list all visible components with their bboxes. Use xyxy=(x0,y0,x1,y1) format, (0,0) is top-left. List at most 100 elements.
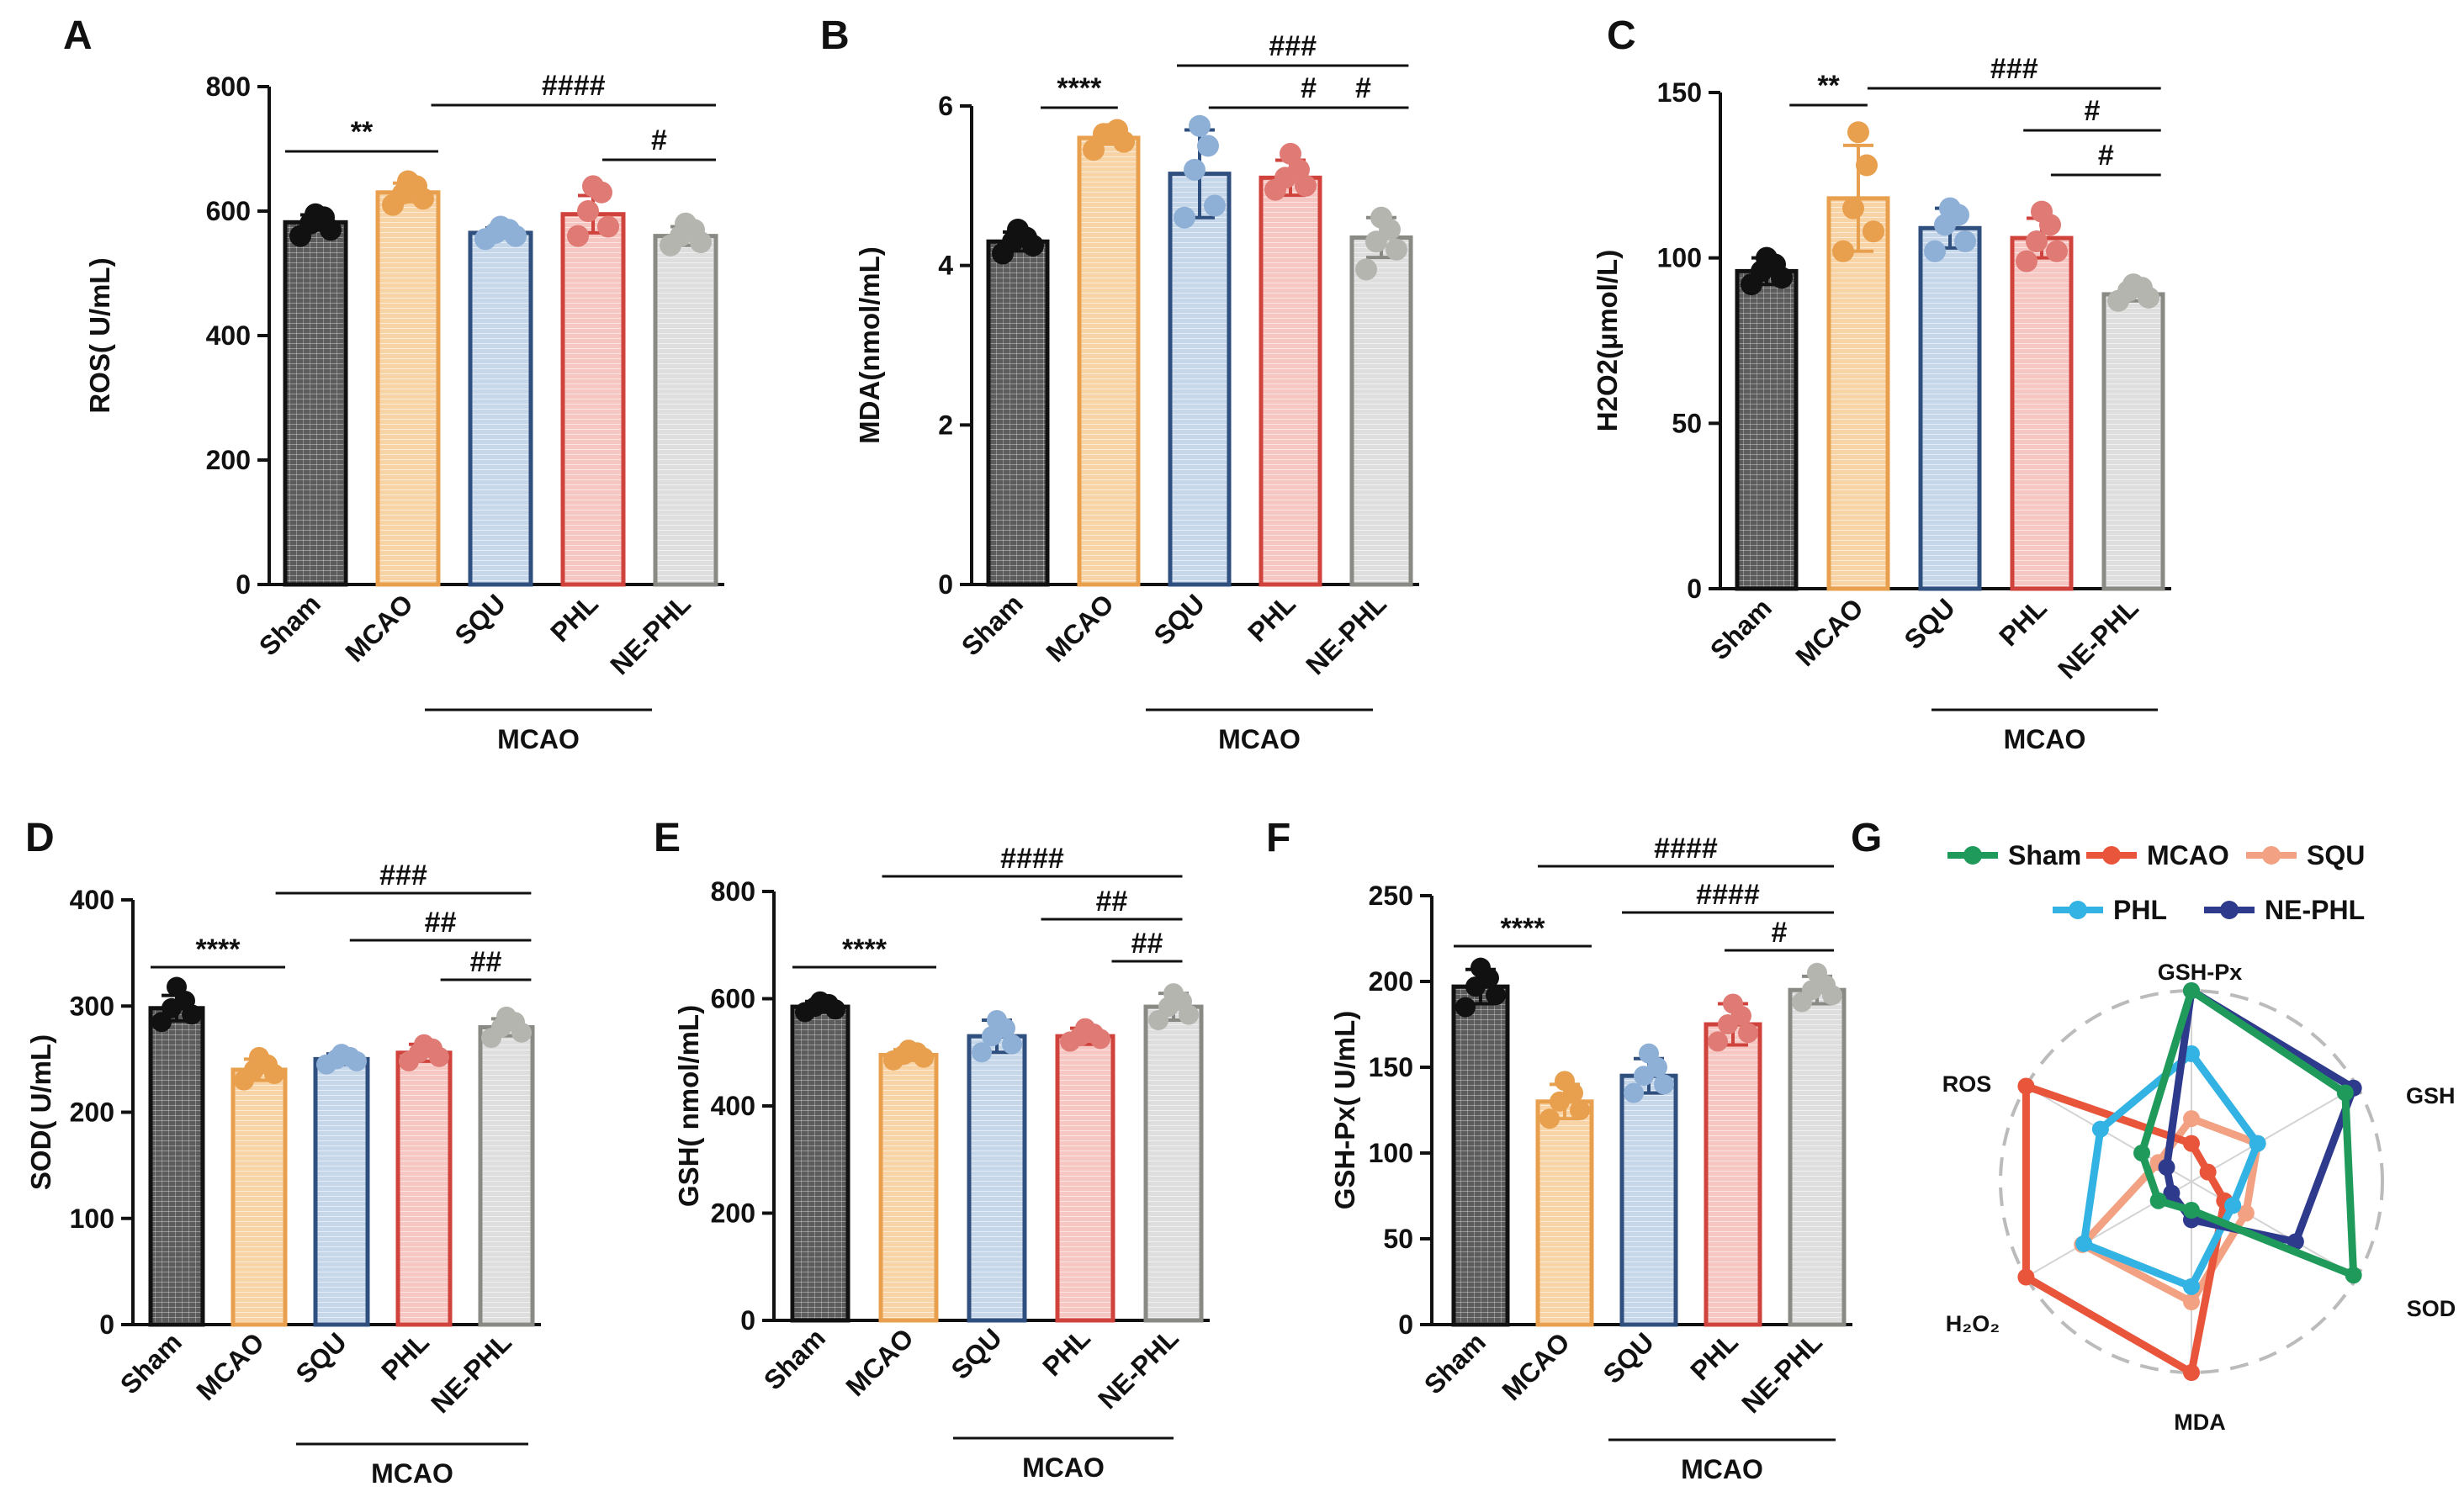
data-point xyxy=(582,175,604,198)
legend-label: MCAO xyxy=(2147,840,2229,870)
radar-spoke xyxy=(2191,1085,2358,1182)
data-point xyxy=(1924,240,1946,262)
data-point xyxy=(1204,194,1226,217)
significance-label: # xyxy=(2098,140,2114,172)
bar-sham xyxy=(986,239,1050,587)
legend-label: SQU xyxy=(2307,840,2365,870)
radar-point xyxy=(2199,1163,2217,1181)
data-point xyxy=(1708,1031,1728,1052)
bar-mcao xyxy=(1535,1099,1594,1327)
category-label: PHL xyxy=(1684,1326,1744,1386)
significance-label: ### xyxy=(1990,53,2038,85)
radar-axis-label: H₂O₂ xyxy=(1946,1311,2000,1336)
data-point xyxy=(1163,983,1184,1004)
bar-squ xyxy=(1619,1073,1678,1327)
legend-item-mcao: MCAO xyxy=(2086,840,2229,870)
data-point xyxy=(1863,220,1884,243)
data-point xyxy=(1654,1074,1674,1095)
data-point xyxy=(331,1044,352,1065)
group-label: MCAO xyxy=(371,1458,453,1489)
bar-ne-phl xyxy=(653,234,718,587)
category-label: SQU xyxy=(1147,588,1210,650)
radar-axis-label: GSH xyxy=(2406,1083,2456,1108)
legend-item-ne-phl: NE-PHL xyxy=(2204,895,2365,925)
significance-label: #### xyxy=(542,70,606,102)
panel-letter-A: A xyxy=(63,13,93,58)
y-axis-title: SOD( U/mL) xyxy=(25,1034,56,1190)
y-tick-label: 200 xyxy=(206,445,251,475)
significance-label: ## xyxy=(1096,886,1128,918)
data-point xyxy=(1555,1071,1575,1092)
category-label: Sham xyxy=(1704,592,1778,665)
panel-letter-D: D xyxy=(25,816,55,860)
category-label: PHL xyxy=(544,588,604,648)
category-label: MCAO xyxy=(1789,592,1869,672)
significance-label: # xyxy=(1301,72,1317,104)
data-point xyxy=(1624,1082,1644,1103)
significance-label: ## xyxy=(1131,928,1163,960)
legend-item-sham: Sham xyxy=(1947,840,2081,870)
data-point xyxy=(1842,197,1864,220)
y-tick-label: 800 xyxy=(206,71,251,102)
significance-label: **** xyxy=(842,934,888,965)
category-label: NE-PHL xyxy=(604,588,697,680)
group-label: MCAO xyxy=(1218,724,1301,754)
radar-point xyxy=(2224,1197,2242,1214)
category-label: PHL xyxy=(1993,592,2053,652)
radar-point xyxy=(2345,1267,2362,1284)
data-point xyxy=(1832,240,1854,262)
radar-point xyxy=(2158,1158,2175,1176)
data-point xyxy=(1007,218,1029,241)
category-label: NE-PHL xyxy=(1735,1326,1828,1419)
y-tick-label: 0 xyxy=(938,569,953,600)
y-tick-label: 4 xyxy=(938,251,953,281)
y-tick-label: 0 xyxy=(1398,1309,1413,1340)
legend-item-phl: PHL xyxy=(2053,895,2167,925)
radar-point xyxy=(2075,1235,2093,1252)
category-label: SQU xyxy=(289,1326,352,1389)
data-point xyxy=(2122,273,2144,296)
y-axis-title: MDA(nmol/mL) xyxy=(854,246,885,444)
bar-sham xyxy=(148,1006,205,1327)
y-tick-label: 100 xyxy=(70,1203,114,1234)
y-tick-label: 150 xyxy=(1657,77,1702,108)
bar-squ xyxy=(1918,225,1982,591)
radar-point xyxy=(2183,1277,2200,1295)
legend-label: Sham xyxy=(2008,840,2081,870)
data-point xyxy=(1174,206,1195,229)
y-tick-label: 2 xyxy=(938,410,953,440)
radar-point xyxy=(2163,1184,2181,1202)
y-tick-label: 100 xyxy=(1657,243,1702,273)
y-tick-label: 0 xyxy=(236,569,251,600)
data-point xyxy=(490,215,511,238)
y-tick-label: 100 xyxy=(1369,1138,1413,1168)
y-tick-label: 200 xyxy=(1369,966,1413,997)
data-point xyxy=(1083,139,1105,161)
y-tick-label: 400 xyxy=(70,885,114,915)
panel-G: G GSH-Px GSH SOD MDA H₂O₂ ROS Sham MCAO SQU PHL NE-… xyxy=(1851,816,2456,1435)
data-point xyxy=(597,215,619,238)
radar-point xyxy=(2249,1135,2266,1152)
bar-ne-phl xyxy=(1788,987,1847,1327)
data-point xyxy=(1002,1034,1022,1055)
bar-phl xyxy=(1704,1022,1762,1327)
data-point xyxy=(2026,230,2048,252)
legend-marker xyxy=(2069,901,2087,919)
radar-axis-label: MDA xyxy=(2174,1410,2226,1435)
category-label: NE-PHL xyxy=(1092,1322,1184,1415)
group-label: MCAO xyxy=(1022,1452,1105,1483)
data-point xyxy=(1470,957,1491,978)
data-point xyxy=(397,170,419,193)
y-tick-label: 0 xyxy=(99,1309,114,1340)
panel-letter-E: E xyxy=(654,816,681,860)
data-point xyxy=(898,1039,919,1061)
data-point xyxy=(2016,250,2037,272)
radar-point xyxy=(2286,1233,2304,1251)
bar-mcao xyxy=(375,190,441,587)
data-point xyxy=(1807,962,1827,983)
y-axis-title: GSH-Px( U/mL) xyxy=(1329,1011,1360,1210)
bar-squ xyxy=(967,1034,1027,1323)
data-point xyxy=(1639,1043,1659,1064)
